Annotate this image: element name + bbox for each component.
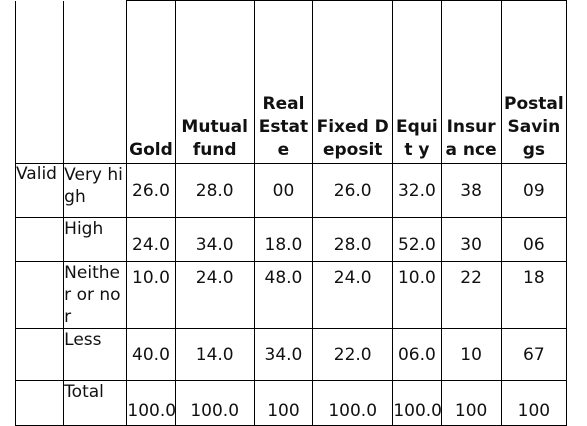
cell-value: 22.0	[312, 328, 394, 381]
cell-value: 06.0	[392, 328, 442, 381]
group-cell	[14, 380, 65, 426]
row-label: Very high	[63, 163, 128, 218]
row-label: Neithe r or nor	[63, 261, 128, 329]
cell-value: 100	[440, 380, 502, 426]
cell-value: 10.0	[126, 261, 176, 329]
cell-value: 32.0	[392, 163, 442, 218]
cell-value: 48.0	[253, 261, 314, 329]
row-label: Total	[63, 380, 128, 426]
column-header-real-estate: Real Estate	[253, 0, 314, 164]
table-row-total: Total 100.0 100.0 100 100.0 100.0 100 10…	[14, 380, 568, 426]
cell-value: 06	[500, 217, 568, 262]
header-blank-cell	[63, 0, 128, 164]
investment-preference-table: Gold Mutual fund Real Estate Fixed Depos…	[14, 0, 568, 426]
column-header-equity: Equit y	[392, 0, 442, 164]
header-blank-cell	[14, 0, 65, 164]
cell-value: 09	[500, 163, 568, 218]
cell-value: 26.0	[312, 163, 394, 218]
cell-value: 100.0	[312, 380, 394, 426]
cell-value: 24.0	[126, 217, 176, 262]
cell-value: 24.0	[174, 261, 255, 329]
table-row: Neithe r or nor 10.0 24.0 48.0 24.0 10.0…	[14, 261, 568, 329]
column-header-insurance: Insura nce	[440, 0, 502, 164]
cell-value: 34.0	[253, 328, 314, 381]
column-header-mutual-fund: Mutual fund	[174, 0, 255, 164]
cell-value: 100	[253, 380, 314, 426]
row-label: High	[63, 217, 128, 262]
group-cell	[14, 261, 65, 329]
column-header-gold: Gold	[126, 0, 176, 164]
group-cell	[14, 328, 65, 381]
table-row: High 24.0 34.0 18.0 28.0 52.0 30 06	[14, 217, 568, 262]
cell-value: 30	[440, 217, 502, 262]
cell-value: 26.0	[126, 163, 176, 218]
cell-value: 40.0	[126, 328, 176, 381]
cell-value: 18.0	[253, 217, 314, 262]
cell-value: 28.0	[312, 217, 394, 262]
cell-value: 67	[500, 328, 568, 381]
cell-value: 100.0	[174, 380, 255, 426]
column-header-fixed-deposit: Fixed Deposit	[312, 0, 394, 164]
header-row: Gold Mutual fund Real Estate Fixed Depos…	[14, 0, 568, 164]
cell-value: 52.0	[392, 217, 442, 262]
cell-value: 28.0	[174, 163, 255, 218]
cell-value: 34.0	[174, 217, 255, 262]
table-row: Valid Very high 26.0 28.0 00 26.0 32.0 3…	[14, 163, 568, 218]
table-row: Less 40.0 14.0 34.0 22.0 06.0 10 67	[14, 328, 568, 381]
cell-value: 100.0	[392, 380, 442, 426]
cell-value: 10	[440, 328, 502, 381]
cell-value: 100	[500, 380, 568, 426]
cell-value: 22	[440, 261, 502, 329]
cell-value: 00	[253, 163, 314, 218]
cell-value: 38	[440, 163, 502, 218]
cell-value: 14.0	[174, 328, 255, 381]
cell-value: 100.0	[126, 380, 176, 426]
cell-value: 24.0	[312, 261, 394, 329]
cell-value: 10.0	[392, 261, 442, 329]
cell-value: 18	[500, 261, 568, 329]
row-label: Less	[63, 328, 128, 381]
group-label: Valid	[14, 163, 65, 218]
column-header-postal-savings: Postal Savin gs	[500, 0, 568, 164]
group-cell	[14, 217, 65, 262]
